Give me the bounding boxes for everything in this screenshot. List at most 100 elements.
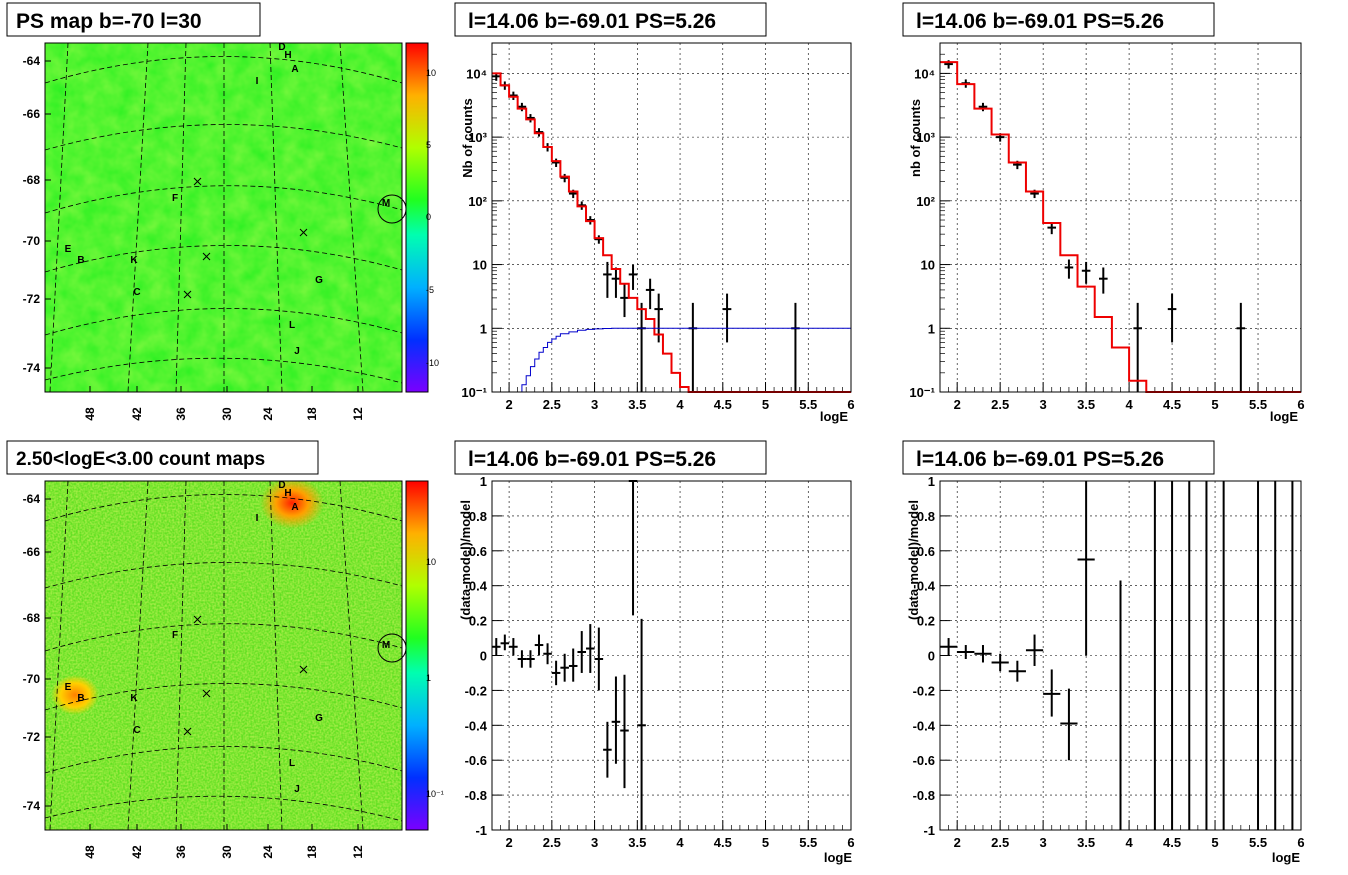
cbar1-tick-m10: -10 [426, 358, 439, 368]
y-tick-label: -0.4 [913, 718, 936, 733]
y-tick-label: 10⁻¹ [461, 385, 487, 400]
res1-title-box [454, 440, 767, 475]
x-tick-label: 3.5 [1077, 835, 1095, 850]
source-label-i: I [256, 513, 259, 524]
map-y-tick-label: -68 [23, 611, 41, 625]
y-tick-label: -1 [475, 823, 487, 838]
map-y-tick-label: -66 [23, 107, 41, 121]
data-point [577, 631, 587, 673]
source-label-j: J [294, 346, 300, 357]
data-point [628, 264, 638, 290]
data-point [603, 721, 612, 778]
x-tick-label: 4 [1125, 835, 1133, 850]
data-point [611, 676, 621, 764]
cbar2-tick-0p1: 10⁻¹ [426, 789, 444, 799]
res1-xlabel: logE [824, 850, 852, 865]
x-tick-label: 4.5 [1163, 397, 1181, 412]
map-x-tick-label: 12 [351, 407, 365, 421]
data-point [940, 638, 958, 656]
map2-colorbar [405, 480, 429, 831]
plot-frame [939, 42, 1302, 393]
y-tick-label: 0.6 [917, 544, 935, 559]
data-point [620, 674, 629, 789]
source-label-k: K [130, 255, 138, 266]
spec1-plot: 2 2.5 3 3.5 4 4.5 5 5.5 6 10⁻¹ 1 10 10² 10³ 10⁴ [461, 42, 855, 412]
data-point [628, 480, 638, 616]
cbar2-tick-1: 1 [426, 673, 431, 683]
y-tick-label: 10³ [916, 130, 935, 145]
x-tick-label: 2.5 [543, 397, 561, 412]
y-tick-label: -0.6 [465, 753, 487, 768]
data-point [978, 102, 988, 112]
x-tick-label: 4.5 [714, 397, 732, 412]
map-y-tick-label: -72 [23, 292, 41, 306]
source-label-c: C [133, 725, 140, 736]
data-point [688, 302, 698, 392]
spec2-plot: 2 2.5 3 3.5 4 4.5 5 5.5 6 10⁻¹ 1 10 10² 10³ 10⁴ [909, 42, 1305, 412]
spec2-xlabel: logE [1270, 409, 1298, 424]
y-tick-label: 0 [480, 649, 487, 664]
data-point [637, 302, 646, 392]
plot-frame [491, 42, 852, 393]
map-x-tick-label: 30 [220, 407, 234, 421]
spec1-title: l=14.06 b=-69.01 PS=5.26 [468, 10, 716, 33]
data-point [603, 261, 612, 298]
map-x-tick-label: 18 [305, 407, 319, 421]
x-tick-label: 4 [1125, 397, 1133, 412]
y-tick-label: 0.8 [917, 509, 935, 524]
source-label-a: A [291, 64, 298, 75]
data-point [1025, 634, 1044, 666]
x-tick-label: 4 [676, 835, 684, 850]
map2-x-axis: 48 42 36 30 24 18 12 [83, 824, 365, 859]
x-tick-label: 6 [1297, 397, 1304, 412]
x-tick-label: 3.5 [628, 397, 646, 412]
x-tick-label: 3 [1040, 397, 1047, 412]
map2-coord-grid [45, 481, 402, 830]
res1-plot: 2 2.5 3 3.5 4 4.5 5 5.5 6 -1 -0.8 -0.6 -0.4 -0.2 0 0.2 0… [465, 474, 855, 850]
map1-title: PS map b=-70 l=30 [16, 10, 202, 33]
map2-image [45, 481, 402, 830]
data-point [551, 158, 561, 167]
res2-plot: 2 2.5 3 3.5 4 4.5 5 5.5 6 -1 -0.8 -0.6 -0.4 -0.2 0 0.2 0… [913, 474, 1305, 850]
residual-panel-1: l=14.06 b=-69.01 PS=5.26 2 2.5 3 3.5 4 4.5 5 5.… [454, 440, 855, 865]
x-tick-label: 4.5 [714, 835, 732, 850]
map1-y-axis: -64 -66 -68 -70 -72 -74 [23, 54, 51, 375]
x-tick-label: 2.5 [543, 835, 561, 850]
map1-crosses [183, 177, 308, 299]
source-label-l: L [289, 320, 295, 331]
map1-x-axis: 48 42 36 30 24 18 12 [83, 386, 365, 421]
map2-colorbar-ticks: 10 1 10⁻¹ [426, 557, 444, 799]
map-x-tick-label: 24 [261, 845, 275, 859]
series-model-line [492, 72, 851, 393]
data-point [543, 643, 552, 665]
x-tick-label: 5.5 [1249, 397, 1267, 412]
map2-title: 2.50<logE<3.00 count maps [16, 449, 265, 470]
cbar2-tick-10: 10 [426, 557, 436, 567]
y-tick-label: -0.4 [465, 718, 488, 733]
cbar1-tick-0: 0 [426, 212, 431, 222]
plot-frame [491, 480, 852, 831]
map2-frame [44, 480, 403, 831]
data-point [1077, 481, 1095, 656]
y-tick-label: 10 [473, 258, 487, 273]
source-label-j: J [294, 784, 300, 795]
data-point [637, 618, 646, 830]
x-tick-label: 5 [1211, 397, 1218, 412]
source-label-f: F [172, 193, 178, 204]
data-point [1008, 660, 1026, 682]
spec1-ylabel: Nb of counts [460, 98, 475, 177]
map-y-tick-label: -68 [23, 173, 41, 187]
x-tick-label: 5.5 [799, 397, 817, 412]
source-label-d: D [278, 42, 285, 53]
x-tick-label: 5 [762, 835, 769, 850]
data-point [534, 634, 544, 656]
data-point [991, 653, 1009, 672]
data-point [1064, 259, 1074, 279]
res1-ylabel: (data-model)/model [458, 500, 473, 620]
data-point [586, 624, 595, 673]
source-label-g: G [315, 713, 323, 724]
data-point [1167, 293, 1177, 343]
y-tick-label: 10 [921, 258, 935, 273]
spectrum-panel-2: l=14.06 b=-69.01 PS=5.26 2 2.5 3 3.5 4 4.5 5 5.… [902, 2, 1305, 424]
